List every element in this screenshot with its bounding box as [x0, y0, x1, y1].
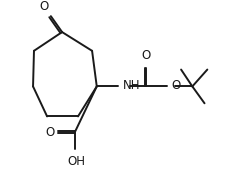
- Text: O: O: [40, 0, 49, 13]
- Text: O: O: [172, 79, 181, 92]
- Text: OH: OH: [67, 155, 85, 168]
- Text: O: O: [45, 126, 55, 139]
- Text: O: O: [142, 49, 151, 62]
- Text: NH: NH: [123, 79, 140, 92]
